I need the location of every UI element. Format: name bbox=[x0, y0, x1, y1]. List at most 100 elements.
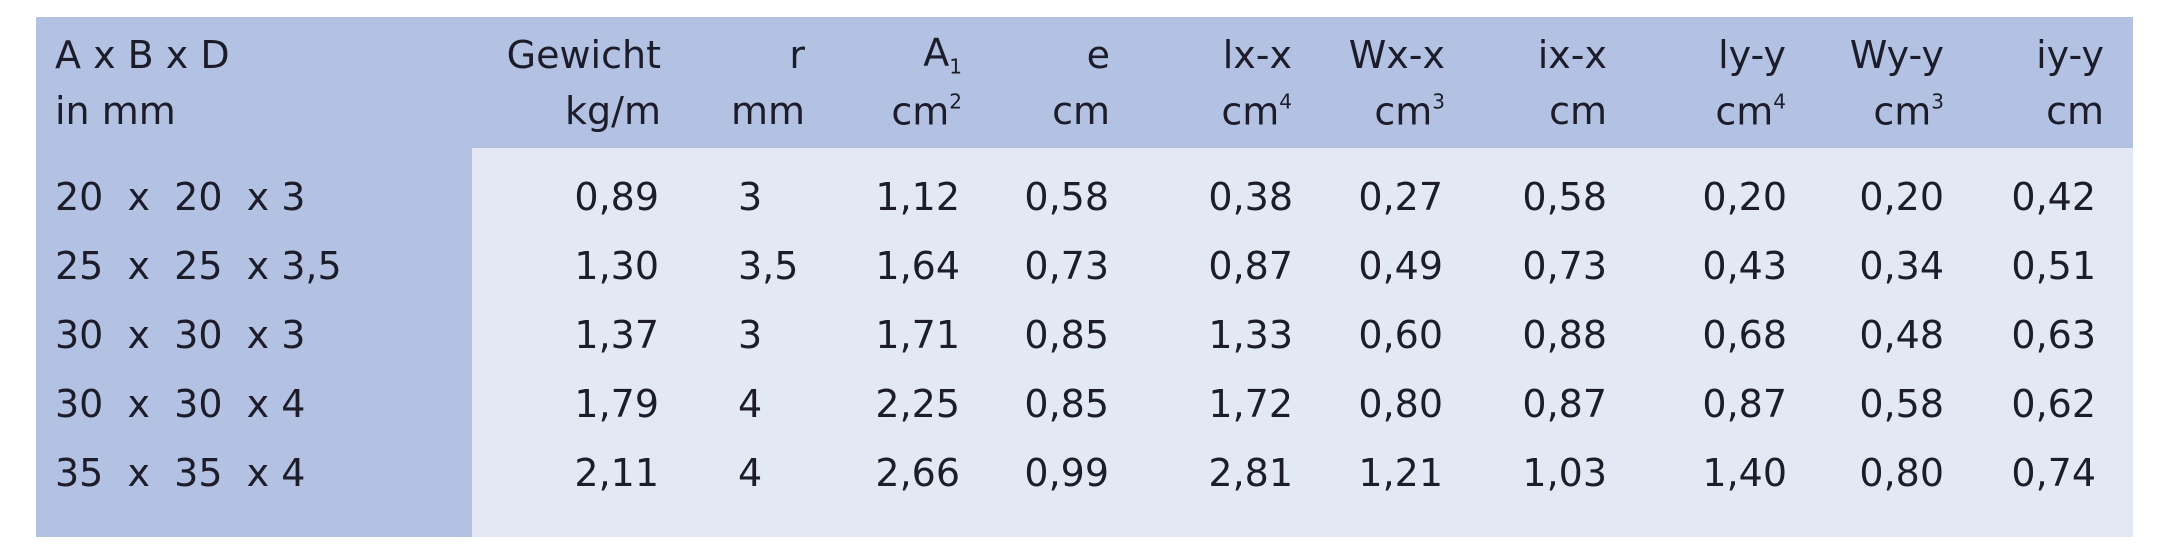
header-bottom: cm bbox=[1549, 92, 1607, 130]
value-cell: 1,37 bbox=[574, 313, 659, 357]
header-bottom: cm2 bbox=[891, 92, 962, 131]
value-cell: 0,60 bbox=[1358, 313, 1443, 357]
text: lx-x bbox=[1222, 33, 1292, 77]
sup-text: 4 bbox=[1773, 89, 1786, 114]
size-cell: 30 x 30 x 4 bbox=[55, 382, 306, 426]
value-cell: 0,87 bbox=[1702, 382, 1787, 426]
header-top: Gewicht bbox=[507, 36, 661, 74]
header-top: A1 bbox=[923, 34, 962, 77]
value-cell: 3,5 bbox=[738, 244, 799, 288]
text: A x B x D bbox=[55, 33, 230, 77]
value-cell: 0,73 bbox=[1024, 244, 1109, 288]
header-bottom: cm4 bbox=[1221, 92, 1292, 131]
value-cell: 0,20 bbox=[1859, 175, 1944, 219]
header-bottom: mm bbox=[731, 92, 805, 130]
text: ly-y bbox=[1718, 33, 1786, 77]
value-cell: 2,66 bbox=[875, 451, 960, 495]
header-top: lx-x bbox=[1223, 36, 1292, 74]
header-top: A x B x D bbox=[55, 36, 230, 74]
header-top: Wy-y bbox=[1850, 36, 1944, 74]
sup-text: 3 bbox=[1931, 89, 1944, 114]
text: r bbox=[789, 33, 805, 77]
first-column-band bbox=[36, 148, 472, 537]
value-cell: 1,12 bbox=[875, 175, 960, 219]
value-cell: 0,85 bbox=[1024, 313, 1109, 357]
header-bottom: cm3 bbox=[1873, 92, 1944, 131]
value-cell: 3 bbox=[738, 313, 763, 357]
value-cell: 3 bbox=[738, 175, 763, 219]
value-cell: 1,03 bbox=[1522, 451, 1607, 495]
value-cell: 1,21 bbox=[1358, 451, 1443, 495]
text: cm bbox=[891, 89, 950, 134]
value-cell: 0,99 bbox=[1024, 451, 1109, 495]
value-cell: 0,58 bbox=[1024, 175, 1109, 219]
value-cell: 1,33 bbox=[1208, 313, 1293, 357]
value-cell: 0,49 bbox=[1358, 244, 1443, 288]
text: kg/m bbox=[565, 89, 661, 133]
value-cell: 2,11 bbox=[574, 451, 659, 495]
text: in mm bbox=[55, 89, 176, 133]
size-cell: 35 x 35 x 4 bbox=[55, 451, 306, 495]
value-cell: 0,27 bbox=[1358, 175, 1443, 219]
text: cm bbox=[1374, 89, 1433, 134]
header-top: iy-y bbox=[2036, 36, 2104, 74]
text: cm bbox=[1052, 89, 1110, 133]
value-cell: 0,42 bbox=[2011, 175, 2096, 219]
text: cm bbox=[1549, 89, 1607, 133]
header-top: Wx-x bbox=[1349, 36, 1445, 74]
value-cell: 0,58 bbox=[1859, 382, 1944, 426]
value-cell: 0,87 bbox=[1208, 244, 1293, 288]
header-top: ix-x bbox=[1538, 36, 1607, 74]
text: cm bbox=[2046, 89, 2104, 133]
text: cm bbox=[1221, 89, 1280, 134]
header-bottom: cm3 bbox=[1374, 92, 1445, 131]
size-cell: 25 x 25 x 3,5 bbox=[55, 244, 342, 288]
text: e bbox=[1086, 33, 1110, 77]
value-cell: 4 bbox=[738, 382, 763, 426]
value-cell: 0,48 bbox=[1859, 313, 1944, 357]
value-cell: 1,79 bbox=[574, 382, 659, 426]
value-cell: 0,74 bbox=[2011, 451, 2096, 495]
value-cell: 0,87 bbox=[1522, 382, 1607, 426]
value-cell: 0,80 bbox=[1859, 451, 1944, 495]
text: Gewicht bbox=[506, 33, 661, 77]
size-cell: 20 x 20 x 3 bbox=[55, 175, 306, 219]
header-bottom: cm bbox=[1052, 92, 1110, 130]
value-cell: 2,25 bbox=[875, 382, 960, 426]
value-cell: 0,80 bbox=[1358, 382, 1443, 426]
text: ix-x bbox=[1537, 33, 1607, 77]
text: cm bbox=[1715, 89, 1774, 134]
header-bottom: cm4 bbox=[1715, 92, 1786, 131]
value-cell: 1,64 bbox=[875, 244, 960, 288]
header-top: e bbox=[1087, 36, 1110, 74]
value-cell: 0,58 bbox=[1522, 175, 1607, 219]
value-cell: 0,63 bbox=[2011, 313, 2096, 357]
value-cell: 1,40 bbox=[1702, 451, 1787, 495]
header-top: ly-y bbox=[1718, 36, 1786, 74]
sup-text: 3 bbox=[1432, 89, 1445, 114]
sub-text: 1 bbox=[949, 54, 962, 79]
text: mm bbox=[730, 89, 805, 133]
value-cell: 1,72 bbox=[1208, 382, 1293, 426]
sup-text: 2 bbox=[949, 89, 962, 114]
value-cell: 0,51 bbox=[2011, 244, 2096, 288]
value-cell: 1,30 bbox=[574, 244, 659, 288]
text: A bbox=[923, 30, 950, 75]
header-bottom: in mm bbox=[55, 92, 176, 130]
value-cell: 0,73 bbox=[1522, 244, 1607, 288]
value-cell: 1,71 bbox=[875, 313, 960, 357]
value-cell: 0,43 bbox=[1702, 244, 1787, 288]
value-cell: 0,20 bbox=[1702, 175, 1787, 219]
value-cell: 0,38 bbox=[1208, 175, 1293, 219]
value-cell: 0,34 bbox=[1859, 244, 1944, 288]
header-bottom: cm bbox=[2046, 92, 2104, 130]
text: Wy-y bbox=[1849, 33, 1944, 77]
value-cell: 0,88 bbox=[1522, 313, 1607, 357]
value-cell: 2,81 bbox=[1208, 451, 1293, 495]
value-cell: 4 bbox=[738, 451, 763, 495]
text: iy-y bbox=[2036, 33, 2104, 77]
value-cell: 0,85 bbox=[1024, 382, 1109, 426]
sup-text: 4 bbox=[1279, 89, 1292, 114]
